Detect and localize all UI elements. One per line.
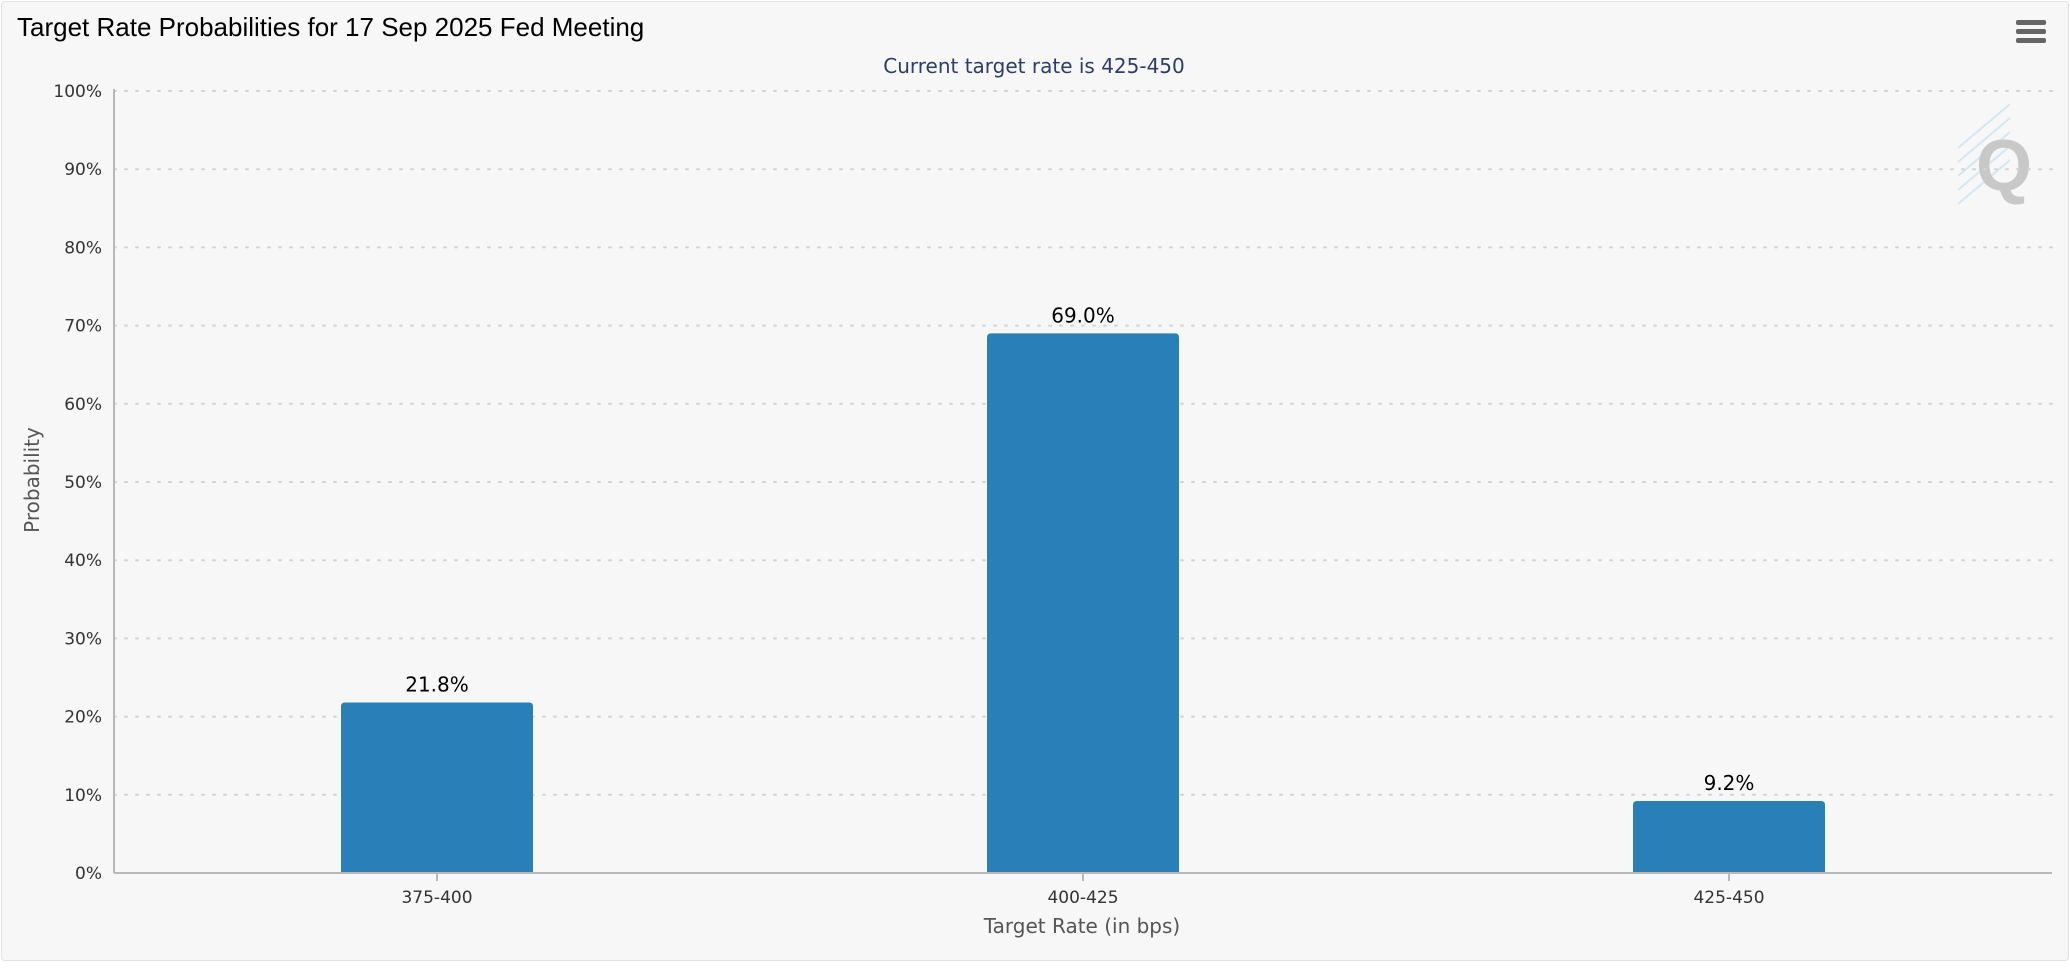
y-tick-label: 50% xyxy=(64,473,102,493)
y-tick-label: 10% xyxy=(64,786,102,806)
x-axis-title: Target Rate (in bps) xyxy=(983,914,1180,938)
y-tick-label: 90% xyxy=(64,160,102,180)
y-tick-label: 60% xyxy=(64,395,102,415)
chart-subtitle: Current target rate is 425-450 xyxy=(883,54,1185,78)
y-tick-label: 70% xyxy=(64,317,102,337)
watermark-letter: Q xyxy=(1976,126,2032,206)
y-tick-label: 100% xyxy=(53,82,102,102)
y-tick-label: 0% xyxy=(75,864,102,884)
x-tick-label: 425-450 xyxy=(1693,888,1764,908)
data-label: 69.0% xyxy=(1051,303,1115,327)
y-tick-label: 20% xyxy=(64,708,102,728)
y-tick-label: 80% xyxy=(64,238,102,258)
chart-title: Target Rate Probabilities for 17 Sep 202… xyxy=(17,12,645,42)
x-tick-label: 375-400 xyxy=(401,888,472,908)
quikstrike-logo-icon: Q xyxy=(1957,103,2032,206)
hamburger-menu-icon[interactable] xyxy=(2016,20,2046,48)
x-tick-label: 400-425 xyxy=(1047,888,1118,908)
y-tick-label: 30% xyxy=(64,629,102,649)
bar-375-400[interactable] xyxy=(341,702,533,873)
data-label: 21.8% xyxy=(405,673,469,697)
y-tick-label: 40% xyxy=(64,551,102,571)
data-label: 9.2% xyxy=(1704,771,1755,795)
y-axis-title: Probability xyxy=(20,427,44,533)
bar-400-425[interactable] xyxy=(987,333,1179,873)
bar-425-450[interactable] xyxy=(1633,801,1825,873)
